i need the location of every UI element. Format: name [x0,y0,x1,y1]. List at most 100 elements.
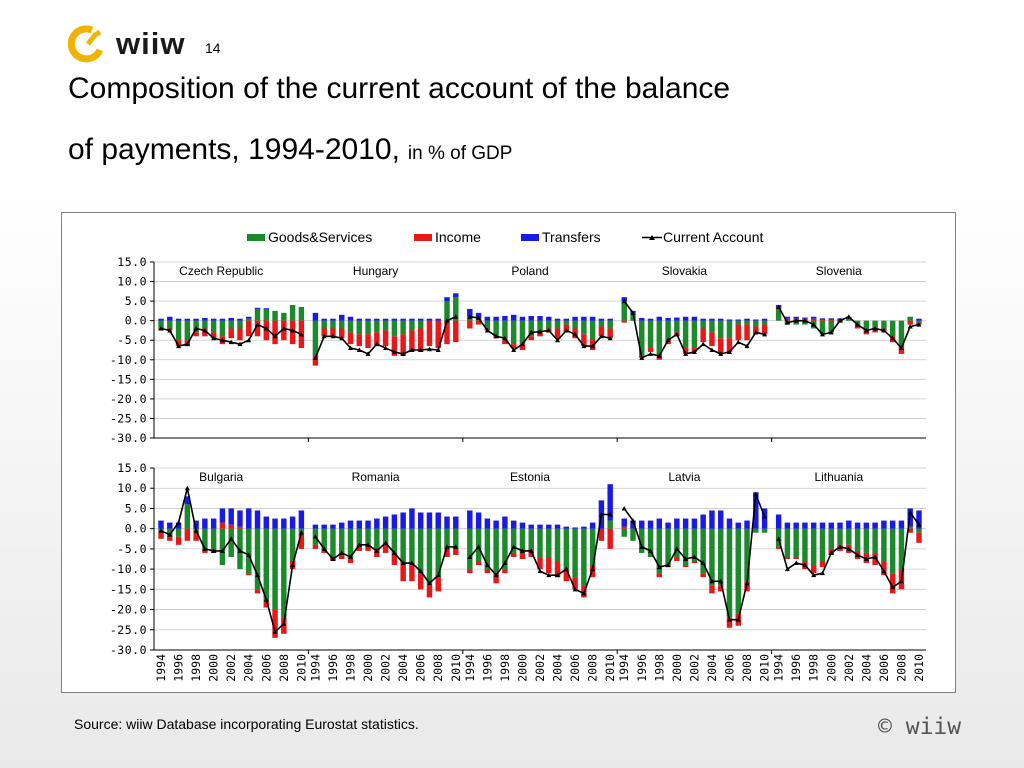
bar-transfers [219,318,226,321]
x-tick-label: 1998 [652,654,666,682]
bar-goods [581,528,587,586]
y-tick-label: 0.0 [125,522,147,536]
bar-income [167,536,173,541]
bar-transfers [581,316,587,321]
bar-income [272,609,278,638]
bar-goods [589,320,596,341]
current-account-point [158,528,164,533]
current-account-point [546,572,552,578]
current-account-point [219,337,225,343]
bar-income [347,556,354,564]
current-account-point [272,629,278,634]
bar-goods [537,528,543,557]
bar-income [356,544,363,551]
title-unit: in % of GDP [407,143,513,164]
bar-income [330,328,336,337]
current-account-point [555,337,561,343]
bar-transfers [444,516,450,529]
bar-transfers [365,520,371,529]
current-account-point [855,552,861,557]
bar-income [537,556,543,570]
y-tick-label: 10.0 [117,481,147,495]
x-tick-label: 1996 [635,654,649,682]
bar-income [916,532,922,543]
bar-transfers [563,318,570,321]
bar-income [682,565,689,568]
bar-goods [916,320,922,323]
bar-income [391,552,398,566]
current-account-point [339,335,345,341]
bar-goods [682,528,689,566]
current-account-point [348,345,354,351]
bar-transfers [312,312,319,321]
bar-income [281,617,287,634]
bar-transfers [802,317,808,319]
current-account-point [290,562,296,568]
bar-income [828,319,834,321]
bar-goods [546,528,552,557]
current-account-point [683,351,689,356]
bar-transfers [735,522,741,529]
bar-goods [589,528,596,566]
bar-income [775,546,782,549]
x-tick-label: 2004 [705,654,719,682]
bar-transfers [391,514,398,529]
bar-transfers [717,510,724,529]
bar-income [193,532,199,541]
bar-transfers [184,496,191,505]
current-account-point [211,335,217,341]
x-tick-label: 1994 [617,654,631,682]
bar-transfers [210,518,217,529]
bar-transfers [916,318,922,321]
bar-transfers [298,510,305,529]
bar-goods [837,528,843,545]
y-tick-label: 0.0 [125,314,147,328]
current-account-point [784,566,790,572]
bar-income [784,318,791,321]
bar-goods [572,528,578,578]
bar-income [400,334,406,356]
bar-goods [828,320,834,333]
current-account-point [890,335,896,341]
bar-goods [916,528,922,533]
current-account-point [621,505,627,511]
bar-goods [175,528,182,537]
bar-goods [607,320,613,329]
bar-income [272,320,278,345]
current-account-point [802,562,808,568]
bar-income [700,573,706,578]
bar-transfers [510,314,517,321]
bar-transfers [726,518,733,529]
bar-transfers [589,316,596,321]
bar-transfers [237,318,243,321]
current-account-point [484,562,490,568]
current-account-point [383,540,389,545]
bar-goods [793,528,799,557]
bar-income [475,320,482,325]
bar-income [621,526,627,529]
bar-goods [735,528,741,614]
bar-transfers [647,520,654,529]
current-account-point [744,343,750,349]
bar-goods [347,528,354,557]
x-tick-label: 2000 [670,654,684,682]
current-account-point [537,329,543,334]
bar-transfers [656,316,663,321]
bar-income [158,532,164,539]
current-account-point [776,536,782,541]
current-account-point [228,339,234,345]
bar-income [717,585,724,592]
bar-income [761,324,768,335]
current-account-point [735,339,741,345]
current-account-point [246,552,252,557]
bar-goods [691,320,698,349]
logo-wordmark: wiiw [116,26,186,61]
bar-transfers [219,508,226,523]
bar-goods [400,528,406,562]
bar-income [691,561,698,564]
current-account-point [176,520,182,525]
bar-goods [391,320,398,337]
current-account-point [339,550,345,555]
current-account-point [281,621,287,626]
bar-goods [854,528,861,551]
